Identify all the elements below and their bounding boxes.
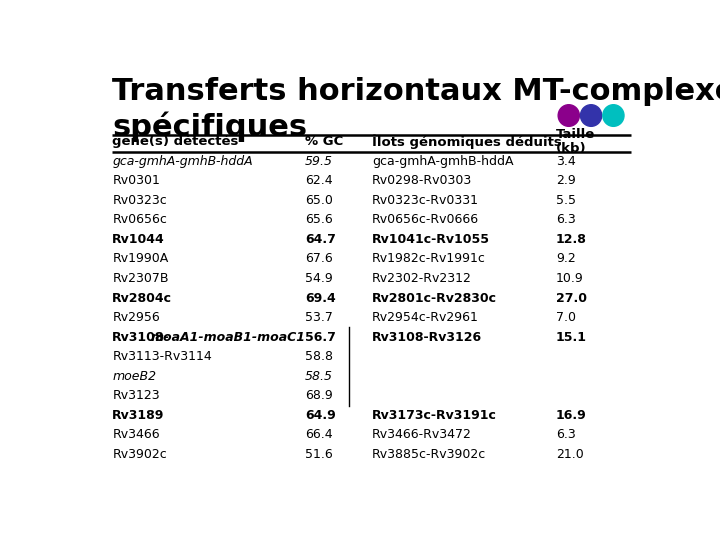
- Text: 64.9: 64.9: [305, 409, 336, 422]
- Text: 65.0: 65.0: [305, 194, 333, 207]
- Text: 6.3: 6.3: [556, 428, 576, 441]
- Text: 51.6: 51.6: [305, 448, 333, 461]
- Text: Rv0656c-Rv0666: Rv0656c-Rv0666: [372, 213, 479, 226]
- Text: 69.4: 69.4: [305, 292, 336, 305]
- Text: moaA1-moaB1-moaC1: moaA1-moaB1-moaC1: [150, 330, 305, 343]
- Text: 10.9: 10.9: [556, 272, 584, 285]
- Text: Rv3108-Rv3126: Rv3108-Rv3126: [372, 330, 482, 343]
- Text: Rv3902c: Rv3902c: [112, 448, 167, 461]
- Text: Rv1990A: Rv1990A: [112, 253, 168, 266]
- Text: Transferts horizontaux MT-complexe
spécifiques: Transferts horizontaux MT-complexe spéci…: [112, 77, 720, 141]
- Text: 15.1: 15.1: [556, 330, 587, 343]
- Text: 62.4: 62.4: [305, 174, 333, 187]
- Text: Rv1044: Rv1044: [112, 233, 165, 246]
- Text: Rv3466-Rv3472: Rv3466-Rv3472: [372, 428, 472, 441]
- Text: Rv0301: Rv0301: [112, 174, 160, 187]
- Text: 53.7: 53.7: [305, 311, 333, 324]
- Text: Rv3108-: Rv3108-: [112, 330, 170, 343]
- Ellipse shape: [558, 105, 580, 126]
- Text: Rv3466: Rv3466: [112, 428, 160, 441]
- Text: Taille
(kb): Taille (kb): [556, 128, 595, 155]
- Text: Rv3885c-Rv3902c: Rv3885c-Rv3902c: [372, 448, 486, 461]
- Text: 54.9: 54.9: [305, 272, 333, 285]
- Text: 66.4: 66.4: [305, 428, 333, 441]
- Text: Rv3123: Rv3123: [112, 389, 160, 402]
- Text: Rv1982c-Rv1991c: Rv1982c-Rv1991c: [372, 253, 486, 266]
- Text: Rv0656c: Rv0656c: [112, 213, 167, 226]
- Text: 2.9: 2.9: [556, 174, 576, 187]
- Text: Rv0298-Rv0303: Rv0298-Rv0303: [372, 174, 472, 187]
- Text: Rv2956: Rv2956: [112, 311, 160, 324]
- Text: 12.8: 12.8: [556, 233, 587, 246]
- Text: 68.9: 68.9: [305, 389, 333, 402]
- Text: gene(s) détectés: gene(s) détectés: [112, 135, 239, 148]
- Text: Îlots génomiques déduits: Îlots génomiques déduits: [372, 134, 562, 149]
- Text: 56.7: 56.7: [305, 330, 336, 343]
- Text: 7.0: 7.0: [556, 311, 576, 324]
- Text: 58.5: 58.5: [305, 370, 333, 383]
- Text: moeB2: moeB2: [112, 370, 156, 383]
- Text: 67.6: 67.6: [305, 253, 333, 266]
- Text: gca-gmhA-gmhB-hddA: gca-gmhA-gmhB-hddA: [112, 155, 253, 168]
- Text: 6.3: 6.3: [556, 213, 576, 226]
- Text: 21.0: 21.0: [556, 448, 584, 461]
- Text: 65.6: 65.6: [305, 213, 333, 226]
- Text: Rv2804c: Rv2804c: [112, 292, 172, 305]
- Text: Rv0323c-Rv0331: Rv0323c-Rv0331: [372, 194, 479, 207]
- Text: Rv3173c-Rv3191c: Rv3173c-Rv3191c: [372, 409, 497, 422]
- Text: Rv2302-Rv2312: Rv2302-Rv2312: [372, 272, 472, 285]
- Text: gca-gmhA-gmhB-hddA: gca-gmhA-gmhB-hddA: [372, 155, 513, 168]
- Text: 5.5: 5.5: [556, 194, 576, 207]
- Text: 59.5: 59.5: [305, 155, 333, 168]
- Ellipse shape: [603, 105, 624, 126]
- Text: 58.8: 58.8: [305, 350, 333, 363]
- Ellipse shape: [580, 105, 602, 126]
- Text: Rv1041c-Rv1055: Rv1041c-Rv1055: [372, 233, 490, 246]
- Text: 64.7: 64.7: [305, 233, 336, 246]
- Text: Rv3113-Rv3114: Rv3113-Rv3114: [112, 350, 212, 363]
- Text: Rv2307B: Rv2307B: [112, 272, 168, 285]
- Text: 27.0: 27.0: [556, 292, 587, 305]
- Text: 3.4: 3.4: [556, 155, 576, 168]
- Text: Rv2954c-Rv2961: Rv2954c-Rv2961: [372, 311, 479, 324]
- Text: Rv2801c-Rv2830c: Rv2801c-Rv2830c: [372, 292, 497, 305]
- Text: Rv0323c: Rv0323c: [112, 194, 167, 207]
- Text: 9.2: 9.2: [556, 253, 576, 266]
- Text: % GC: % GC: [305, 135, 343, 148]
- Text: 16.9: 16.9: [556, 409, 587, 422]
- Text: Rv3189: Rv3189: [112, 409, 165, 422]
